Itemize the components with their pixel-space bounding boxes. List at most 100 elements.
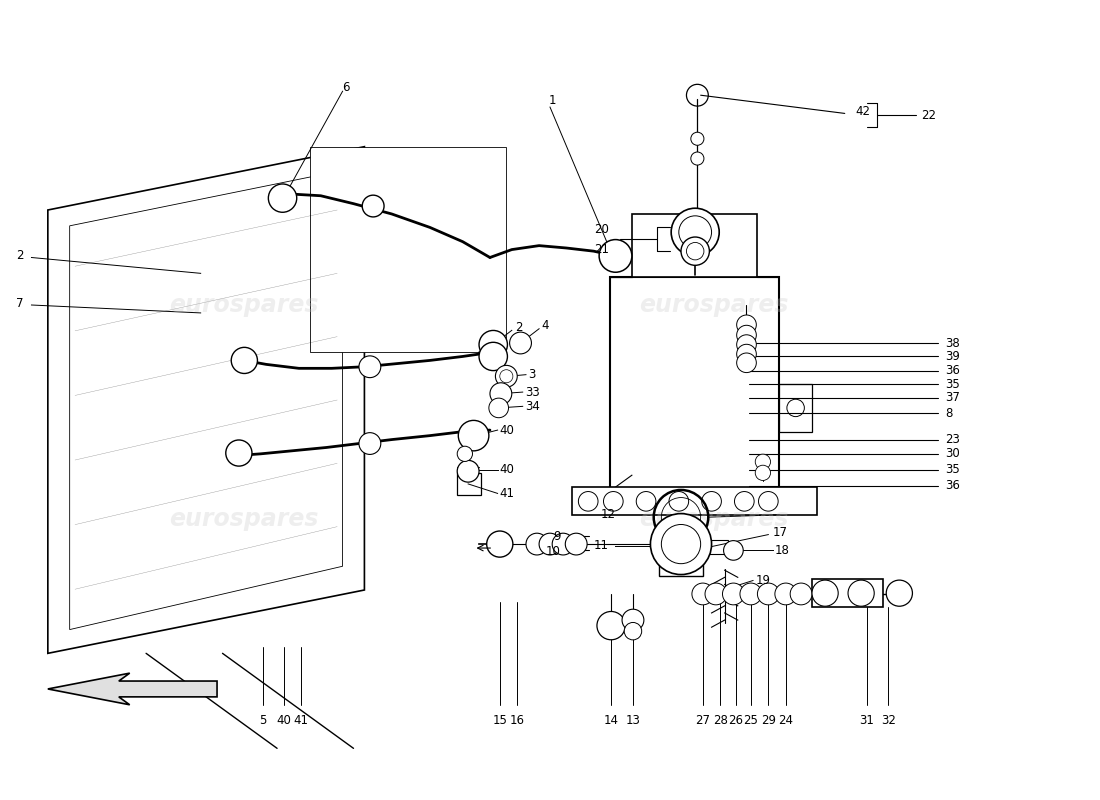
Ellipse shape (359, 356, 381, 378)
Ellipse shape (724, 541, 744, 560)
Text: 29: 29 (761, 714, 776, 727)
Ellipse shape (812, 580, 838, 606)
Text: 36: 36 (945, 479, 960, 492)
Polygon shape (69, 170, 342, 630)
Ellipse shape (737, 344, 757, 364)
Text: 38: 38 (945, 337, 960, 350)
Ellipse shape (692, 583, 714, 605)
Ellipse shape (691, 132, 704, 146)
Ellipse shape (458, 460, 478, 482)
Ellipse shape (458, 446, 473, 462)
Ellipse shape (490, 382, 512, 405)
FancyBboxPatch shape (659, 544, 703, 576)
Ellipse shape (650, 514, 712, 574)
Ellipse shape (758, 583, 779, 605)
Ellipse shape (509, 332, 531, 354)
Text: 8: 8 (945, 407, 953, 420)
Ellipse shape (495, 366, 517, 387)
Ellipse shape (600, 239, 631, 272)
Text: 7: 7 (16, 297, 24, 310)
Ellipse shape (737, 353, 757, 373)
Text: 25: 25 (744, 714, 758, 727)
Text: 23: 23 (945, 433, 960, 446)
Text: 28: 28 (713, 714, 728, 727)
Ellipse shape (756, 454, 770, 470)
Text: 9: 9 (553, 530, 561, 542)
Text: eurospares: eurospares (169, 293, 319, 317)
Text: 6: 6 (342, 81, 350, 94)
Text: eurospares: eurospares (169, 506, 319, 530)
Text: 37: 37 (945, 391, 960, 404)
Text: 31: 31 (859, 714, 874, 727)
Ellipse shape (488, 398, 508, 418)
Ellipse shape (486, 531, 513, 557)
Ellipse shape (705, 583, 727, 605)
Text: 14: 14 (604, 714, 618, 727)
Text: 16: 16 (509, 714, 525, 727)
Text: 2: 2 (515, 321, 522, 334)
FancyBboxPatch shape (631, 214, 758, 278)
Ellipse shape (848, 580, 874, 606)
Ellipse shape (362, 195, 384, 217)
Text: 27: 27 (695, 714, 711, 727)
FancyBboxPatch shape (458, 473, 481, 495)
Ellipse shape (723, 583, 745, 605)
FancyBboxPatch shape (610, 278, 779, 491)
Text: 24: 24 (779, 714, 793, 727)
Ellipse shape (691, 152, 704, 165)
Text: 36: 36 (945, 364, 960, 378)
Text: 1: 1 (549, 94, 556, 107)
Ellipse shape (268, 184, 297, 212)
Ellipse shape (478, 330, 507, 358)
Text: 30: 30 (945, 447, 960, 460)
Text: 32: 32 (881, 714, 895, 727)
Text: 41: 41 (499, 487, 515, 500)
Ellipse shape (459, 420, 488, 451)
FancyBboxPatch shape (484, 338, 502, 351)
Ellipse shape (887, 580, 912, 606)
Ellipse shape (526, 533, 548, 555)
Text: 41: 41 (294, 714, 309, 727)
Text: eurospares: eurospares (639, 506, 789, 530)
Ellipse shape (552, 533, 574, 555)
FancyBboxPatch shape (484, 350, 502, 362)
Text: 39: 39 (945, 350, 960, 363)
FancyBboxPatch shape (708, 540, 728, 554)
Ellipse shape (539, 533, 561, 555)
Text: 10: 10 (546, 545, 561, 558)
Ellipse shape (756, 466, 770, 481)
Text: 19: 19 (756, 574, 770, 587)
Text: 22: 22 (921, 109, 936, 122)
Text: 5: 5 (260, 714, 266, 727)
Ellipse shape (774, 583, 796, 605)
Text: 2: 2 (16, 250, 24, 262)
Ellipse shape (231, 347, 257, 374)
Ellipse shape (565, 533, 587, 555)
Text: 40: 40 (499, 423, 515, 437)
Text: 11: 11 (594, 539, 609, 552)
Text: 35: 35 (945, 378, 960, 390)
Ellipse shape (790, 583, 812, 605)
Ellipse shape (737, 326, 757, 345)
Text: 42: 42 (856, 106, 871, 118)
Polygon shape (47, 146, 364, 654)
FancyBboxPatch shape (779, 384, 812, 432)
Text: 4: 4 (541, 319, 549, 332)
Text: 20: 20 (594, 223, 609, 236)
Text: 13: 13 (626, 714, 640, 727)
Text: 21: 21 (594, 243, 609, 256)
Ellipse shape (621, 609, 643, 631)
Text: 12: 12 (601, 508, 616, 522)
Ellipse shape (740, 583, 762, 605)
Ellipse shape (737, 315, 757, 334)
Text: 18: 18 (774, 544, 790, 557)
Polygon shape (310, 146, 506, 353)
Ellipse shape (359, 433, 381, 454)
Text: eurospares: eurospares (639, 293, 789, 317)
Ellipse shape (624, 622, 641, 640)
Text: 15: 15 (493, 714, 507, 727)
Text: 33: 33 (525, 386, 540, 398)
Text: 40: 40 (499, 463, 515, 476)
Polygon shape (47, 673, 217, 705)
Ellipse shape (597, 611, 625, 640)
